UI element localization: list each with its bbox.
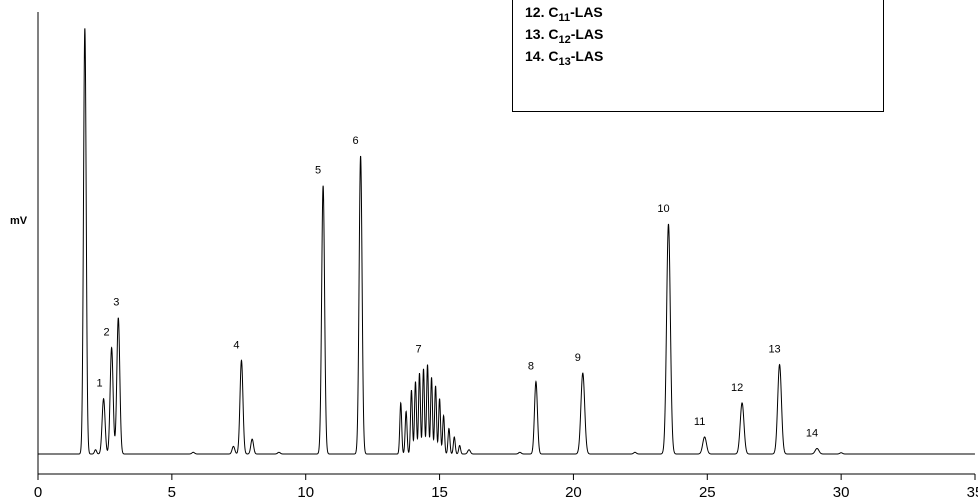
legend-box: 12. C11-LAS 13. C12-LAS 14. C13-LAS xyxy=(512,0,884,112)
peak-label-9: 9 xyxy=(575,352,581,364)
peak-label-4: 4 xyxy=(233,339,239,351)
x-ticks: 0 5 10 15 20 25 30 35 xyxy=(34,474,978,501)
peak-label-8: 8 xyxy=(528,361,534,373)
y-axis-label: mV xyxy=(10,215,28,227)
peak-label-12: 12 xyxy=(731,382,743,394)
peak-label-5: 5 xyxy=(315,165,321,177)
peak-label-13: 13 xyxy=(768,344,780,356)
peak-label-1: 1 xyxy=(97,378,103,390)
peak-label-3: 3 xyxy=(113,297,119,309)
peak-label-14: 14 xyxy=(806,427,818,439)
chromatogram-trace xyxy=(38,28,975,455)
x-tick-label: 25 xyxy=(699,484,716,501)
legend-item-14: 14. C13-LAS xyxy=(525,48,604,68)
peak-label-7: 7 xyxy=(415,344,421,356)
legend-item-12: 12. C11-LAS xyxy=(525,4,603,24)
peak-label-10: 10 xyxy=(657,203,669,215)
x-tick-label: 35 xyxy=(967,484,978,501)
legend-item-13: 13. C12-LAS xyxy=(525,26,604,46)
peak-label-2: 2 xyxy=(104,327,110,339)
x-tick-label: 0 xyxy=(34,484,42,501)
peak-label-11: 11 xyxy=(694,416,705,428)
x-tick-label: 30 xyxy=(833,484,850,501)
x-tick-label: 5 xyxy=(168,484,176,501)
x-tick-label: 20 xyxy=(565,484,582,501)
peak-label-6: 6 xyxy=(353,135,359,147)
x-tick-label: 10 xyxy=(297,484,314,501)
x-tick-label: 15 xyxy=(431,484,448,501)
